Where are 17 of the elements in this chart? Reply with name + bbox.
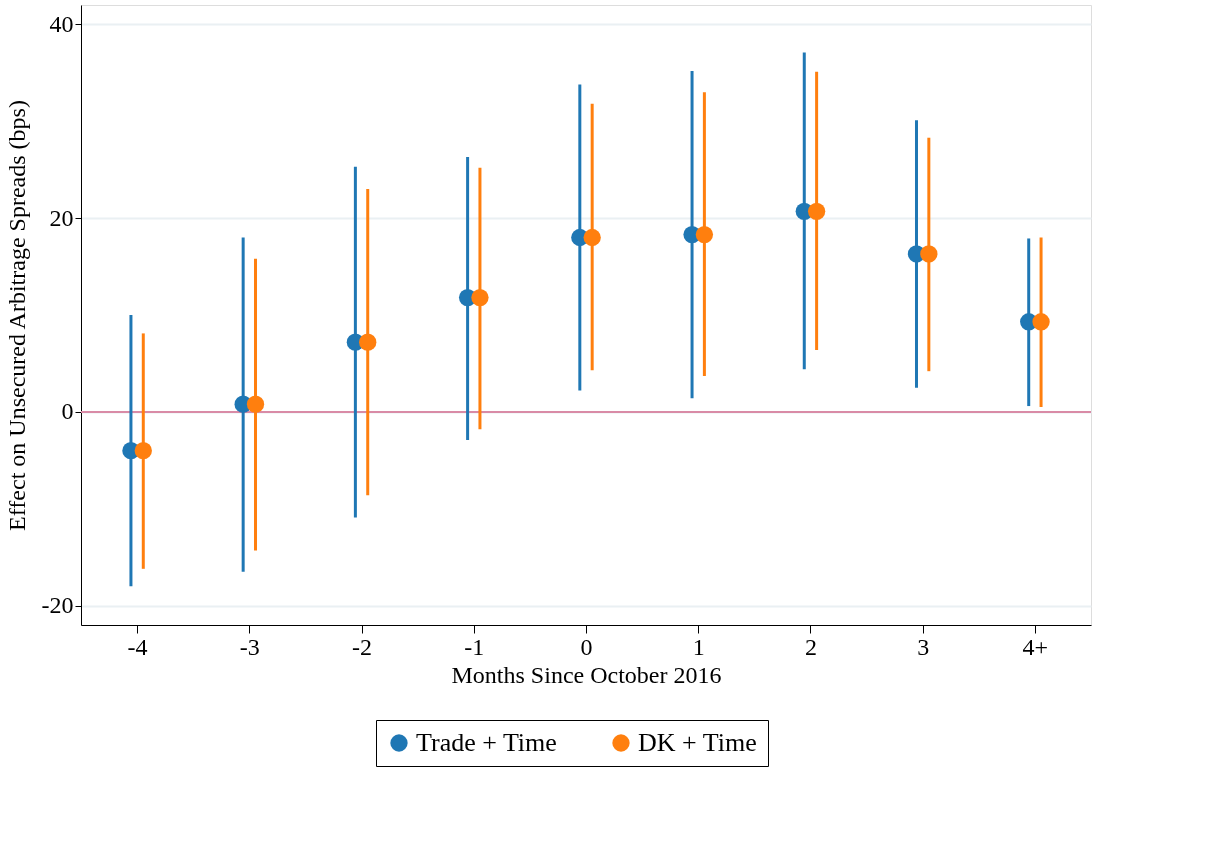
y-tick-label: -20 (41, 592, 74, 619)
x-tick-label: -4 (127, 633, 148, 660)
x-tick-label: -3 (239, 633, 260, 660)
y-tick-label: 40 (49, 10, 74, 37)
x-tick-label: 1 (692, 633, 705, 660)
x-tick-label: 4+ (1022, 633, 1049, 660)
y-tick-label: 0 (61, 398, 74, 425)
x-tick-label: 3 (917, 633, 930, 660)
y-tick-label: 20 (49, 204, 74, 231)
y-axis-title: Effect on Unsecured Arbitrage Spreads (bps) (3, 100, 30, 531)
x-axis-title: Months Since October 2016 (451, 661, 722, 688)
x-tick-label: 0 (580, 633, 593, 660)
legend-label: Trade + Time (416, 728, 557, 757)
x-tick-label: -1 (464, 633, 485, 660)
x-tick-label: -2 (352, 633, 373, 660)
legend-label: DK + Time (638, 728, 757, 757)
x-tick-label: 2 (804, 633, 817, 660)
